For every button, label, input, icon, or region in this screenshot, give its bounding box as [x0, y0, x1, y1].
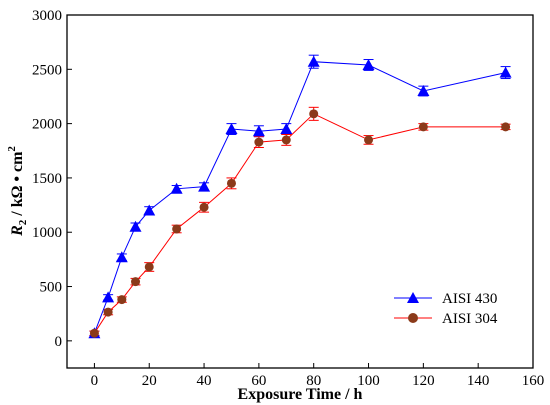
y-tick-label: 0 [55, 334, 63, 350]
data-point-aisi-304 [254, 137, 264, 147]
data-point-aisi-430 [280, 123, 293, 134]
y-axis-title-units: / kΩ • cm [9, 151, 26, 220]
data-point-aisi-430 [225, 123, 238, 134]
y-axis-title: R2 / kΩ • cm2 [6, 146, 29, 237]
data-point-aisi-430 [170, 182, 183, 194]
data-point-aisi-304 [281, 135, 291, 145]
data-point-aisi-430 [252, 125, 265, 137]
x-tick-label: 60 [251, 373, 266, 389]
axis-ticks: 0 20 40 60 80 100 120 140 160 0 500 1000 1500 2000 250… [32, 8, 544, 389]
data-point-aisi-304 [89, 328, 99, 338]
x-tick-label: 20 [142, 373, 157, 389]
data-point-aisi-430 [198, 180, 211, 192]
y-axis-title-subscript: 2 [17, 219, 29, 225]
x-tick-label: 40 [197, 373, 212, 389]
x-tick-label: 160 [522, 373, 545, 389]
y-tick-label: 3000 [32, 8, 62, 24]
x-tick-label: 80 [306, 373, 321, 389]
data-point-aisi-304 [117, 295, 127, 305]
y-axis-title-superscript: 2 [6, 146, 18, 152]
data-point-aisi-304 [131, 277, 141, 287]
data-point-aisi-304 [226, 178, 236, 188]
data-point-aisi-304 [199, 202, 209, 212]
data-point-aisi-304 [364, 135, 374, 145]
y-tick-label: 500 [40, 280, 63, 296]
plot-frame [66, 14, 534, 369]
x-tick-label: 120 [412, 373, 435, 389]
data-point-aisi-430 [115, 251, 128, 263]
data-point-aisi-430 [143, 204, 156, 216]
data-point-aisi-430 [307, 55, 320, 67]
y-axis-title-symbol: R [9, 225, 26, 237]
data-point-aisi-430 [129, 220, 142, 232]
data-point-aisi-304 [103, 307, 113, 317]
legend-marker-aisi-304 [408, 313, 418, 323]
x-tick-label: 100 [357, 373, 380, 389]
x-axis-title: Exposure Time / h [238, 386, 363, 403]
data-point-aisi-304 [501, 122, 511, 132]
data-point-aisi-430 [499, 66, 512, 78]
data-point-aisi-304 [172, 224, 182, 234]
data-point-aisi-304 [418, 122, 428, 132]
legend-label-aisi-304: AISI 304 [442, 311, 498, 327]
data-point-aisi-430 [102, 291, 115, 303]
data-point-aisi-430 [362, 59, 375, 70]
x-tick-label: 140 [467, 373, 490, 389]
x-tick-label: 0 [91, 373, 99, 389]
y-tick-label: 1000 [32, 225, 62, 241]
legend-label-aisi-430: AISI 430 [442, 291, 497, 307]
data-point-aisi-430 [417, 85, 430, 96]
y-tick-label: 2500 [32, 62, 62, 78]
series-markers [88, 55, 512, 339]
legend: AISI 430 AISI 304 [394, 291, 498, 327]
data-point-aisi-304 [309, 109, 319, 119]
y-tick-label: 2000 [32, 117, 62, 133]
legend-marker-aisi-430 [407, 292, 419, 303]
y-tick-label: 1500 [32, 171, 62, 187]
data-point-aisi-304 [144, 262, 154, 272]
series-line-aisi-430 [93, 61, 506, 334]
